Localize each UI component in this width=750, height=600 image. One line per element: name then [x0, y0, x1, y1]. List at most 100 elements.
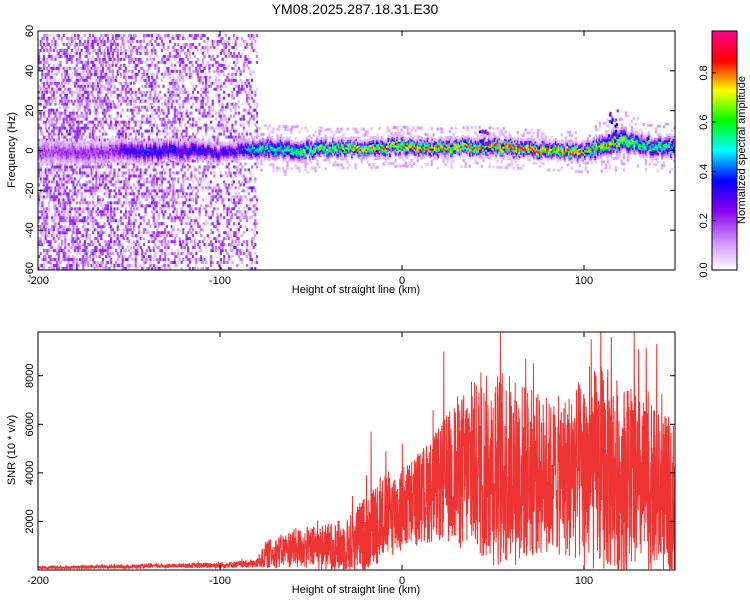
spectrogram-noise-cell — [105, 249, 108, 253]
spectrogram-noise-cell — [49, 186, 52, 190]
spectrogram-noise-cell — [151, 84, 154, 88]
spectrogram-noise-cell — [96, 48, 100, 52]
spectrogram-noise-cell — [162, 195, 165, 199]
spectrogram-noise-cell — [205, 75, 208, 79]
spectrogram-noise-cell — [59, 237, 62, 241]
spectrogram-noise-cell — [114, 36, 118, 40]
spectrogram-noise-cell — [211, 231, 214, 235]
spectrogram-noise-cell — [172, 75, 175, 79]
spectrogram-noise-cell — [201, 57, 204, 61]
spectrogram-noise-cell — [187, 168, 190, 172]
spectrogram-noise-cell — [110, 39, 113, 43]
spectrogram-noise-cell — [78, 129, 82, 133]
spectrogram-noise-cell — [113, 39, 116, 43]
spectrogram-noise-cell — [67, 264, 70, 268]
spectrogram-noise-cell — [59, 162, 62, 166]
spectrogram-noise-cell — [101, 57, 105, 61]
spectrogram-noise-cell — [196, 195, 200, 199]
spectrogram-noise-cell — [124, 81, 128, 85]
spectrogram-noise-cell — [49, 90, 52, 94]
spectrogram-noise-cell — [154, 81, 157, 85]
spectrogram-noise-cell — [87, 264, 90, 268]
spectrogram-noise-cell — [124, 87, 128, 91]
spectrogram-noise-cell — [157, 267, 160, 270]
spectrogram-noise-cell — [38, 48, 41, 52]
spectrogram-noise-cell — [201, 33, 204, 37]
spectrogram-noise-cell — [185, 240, 188, 244]
spectrogram-noise-cell — [131, 36, 134, 40]
spectrogram-noise-cell — [234, 105, 237, 109]
spectrogram-noise-cell — [93, 39, 96, 43]
spectrogram-noise-cell — [80, 84, 83, 88]
spectrogram-noise-cell — [151, 87, 154, 91]
spectrogram-noise-cell — [83, 246, 87, 250]
spectrogram-noise-cell — [62, 189, 65, 193]
spectrogram-noise-cell — [133, 108, 136, 112]
spectrogram-noise-cell — [190, 135, 193, 139]
spectrogram-noise-cell — [62, 117, 65, 121]
spectrogram-haze-cell — [266, 127, 269, 131]
spectrogram-noise-cell — [83, 87, 87, 91]
spectrogram-noise-cell — [241, 189, 244, 193]
spectrogram-noise-cell — [203, 57, 206, 61]
spectrogram-noise-cell — [77, 48, 80, 52]
spectrogram-noise-cell — [65, 72, 69, 76]
spectrogram-noise-cell — [141, 249, 144, 253]
spectrogram-noise-cell — [57, 213, 60, 217]
spectrogram-noise-cell — [46, 66, 49, 70]
spectrogram-noise-cell — [72, 255, 75, 259]
spectrogram-noise-cell — [92, 126, 95, 130]
spectrogram-noise-cell — [67, 66, 70, 70]
spectrogram-noise-cell — [64, 81, 67, 85]
spectrogram-noise-cell — [51, 228, 54, 232]
spectrogram-noise-cell — [108, 234, 111, 238]
spectrogram-noise-cell — [154, 48, 157, 52]
spectrogram-noise-cell — [93, 102, 96, 106]
spectrogram-noise-cell — [85, 201, 88, 205]
spectrogram-noise-cell — [98, 135, 101, 139]
spectrogram-noise-cell — [52, 168, 55, 172]
spectrogram-noise-cell — [77, 222, 80, 226]
spectrogram-noise-cell — [141, 267, 144, 270]
spectrogram-noise-cell — [88, 180, 91, 184]
spectrogram-noise-cell — [162, 177, 165, 181]
spectrogram-noise-cell — [228, 78, 231, 82]
spectrogram-noise-cell — [129, 219, 132, 223]
spectrogram-noise-cell — [51, 54, 54, 58]
spectrogram-noise-cell — [191, 132, 195, 136]
spectrogram-noise-cell — [98, 189, 101, 193]
spectrogram-noise-cell — [87, 189, 90, 193]
spectrogram-noise-cell — [100, 33, 103, 37]
spectrogram-noise-cell — [69, 36, 72, 40]
spectrogram-noise-cell — [167, 252, 170, 256]
spectrogram-noise-cell — [54, 78, 57, 82]
spectrogram-noise-cell — [252, 213, 255, 217]
spectrogram-noise-cell — [44, 60, 47, 64]
spectrogram-noise-cell — [100, 90, 103, 94]
spectrogram-noise-cell — [162, 123, 165, 127]
spectrogram-noise-cell — [96, 222, 100, 226]
spectrogram-noise-cell — [136, 240, 139, 244]
spectrogram-noise-cell — [39, 114, 42, 118]
spectrogram-noise-cell — [182, 102, 185, 106]
spectrogram-noise-cell — [193, 36, 196, 40]
spectrogram-noise-cell — [116, 96, 119, 100]
spectrogram-noise-cell — [170, 90, 173, 94]
spectrogram-noise-cell — [246, 96, 249, 100]
spectrogram-noise-cell — [247, 96, 250, 100]
spectrogram-noise-cell — [124, 258, 128, 262]
spectrogram-noise-cell — [82, 222, 85, 226]
spectrogram-haze-cell — [278, 127, 281, 131]
spectrogram-noise-cell — [249, 33, 252, 37]
spectrogram-noise-cell — [198, 108, 201, 112]
spectrogram-noise-cell — [183, 69, 186, 73]
spectrogram-noise-cell — [244, 216, 247, 220]
spectrogram-noise-cell — [213, 129, 216, 133]
spectrogram-noise-cell — [75, 63, 78, 67]
spectrogram-noise-cell — [93, 75, 96, 79]
spectrogram-noise-cell — [254, 267, 257, 270]
spectrogram-noise-cell — [218, 132, 221, 136]
spectrogram-noise-cell — [93, 219, 96, 223]
spectrogram-noise-cell — [47, 87, 51, 91]
spectrogram-noise-cell — [144, 228, 147, 232]
